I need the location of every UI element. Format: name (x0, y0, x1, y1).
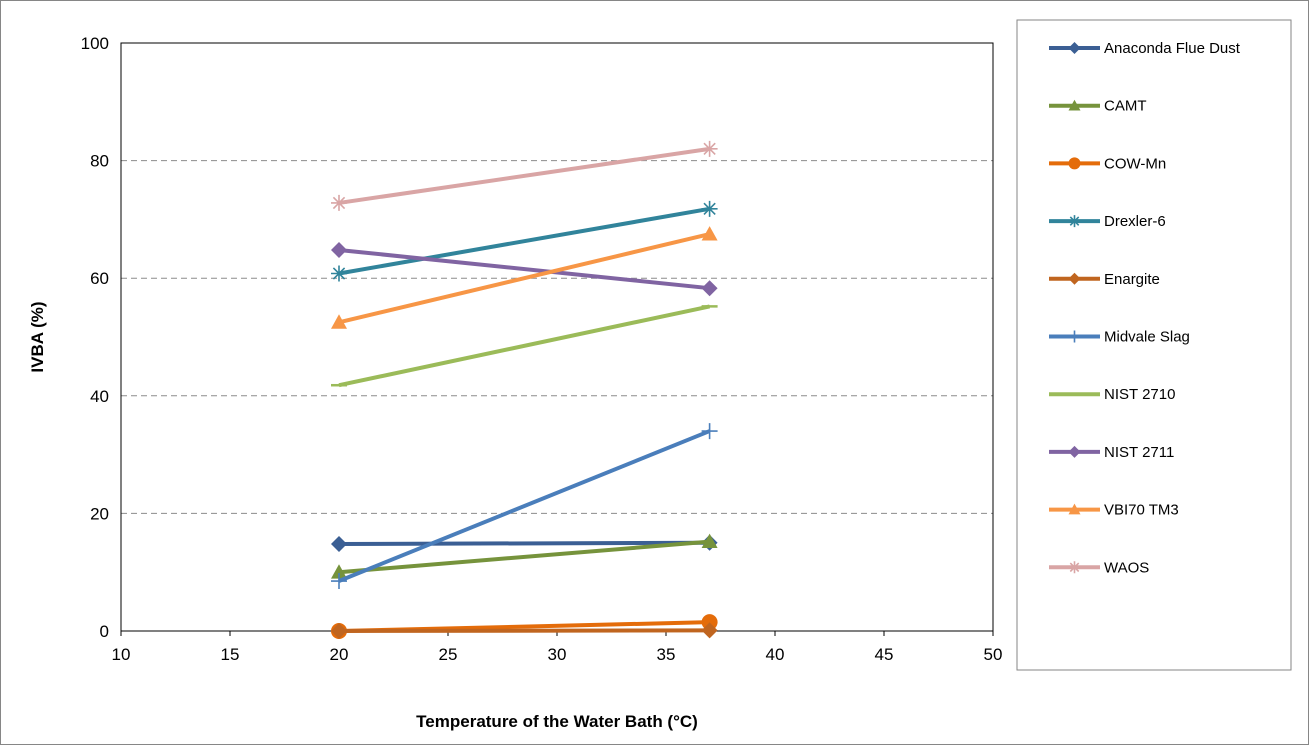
series (331, 304, 718, 388)
series (331, 200, 718, 282)
series-group (331, 140, 718, 639)
legend-entry: NIST 2710 (1049, 386, 1175, 403)
series (331, 533, 718, 579)
data-point (1068, 157, 1081, 170)
data-point (331, 241, 347, 258)
series (331, 614, 718, 639)
data-point (701, 140, 718, 157)
data-point (1068, 215, 1081, 228)
series-line (338, 146, 710, 205)
y-tick-label: 80 (90, 152, 109, 171)
x-tick-label: 45 (875, 645, 894, 664)
data-point (1068, 99, 1081, 111)
x-tick-label: 10 (112, 645, 131, 664)
legend-label: COW-Mn (1104, 155, 1166, 172)
x-tick-label: 40 (766, 645, 785, 664)
series-line (338, 247, 710, 291)
legend-entry: WAOS (1049, 559, 1149, 576)
legend-entry: Midvale Slag (1049, 329, 1190, 346)
x-tick-label: 15 (221, 645, 240, 664)
series-line (338, 304, 711, 388)
legend-label: WAOS (1104, 559, 1149, 576)
data-point (1068, 272, 1081, 285)
series-line (338, 206, 710, 276)
data-point (331, 564, 347, 579)
legend-entry: COW-Mn (1049, 155, 1166, 172)
series-line (338, 539, 710, 575)
legend-entry: Anaconda Flue Dust (1049, 40, 1241, 57)
x-tick-label: 50 (984, 645, 1003, 664)
legend-label: CAMT (1104, 98, 1147, 115)
series-line (338, 232, 711, 325)
data-point (331, 623, 347, 639)
data-point (331, 535, 347, 552)
y-axis-title: IVBA (%) (28, 301, 47, 372)
data-point (331, 314, 347, 329)
y-tick-label: 100 (81, 34, 109, 53)
data-point (1068, 42, 1081, 54)
data-point (701, 614, 718, 631)
y-tick-label: 20 (90, 504, 109, 523)
series (331, 622, 718, 639)
legend-label: NIST 2711 (1104, 444, 1174, 461)
legend-entry: Drexler-6 (1049, 213, 1166, 230)
data-point (1068, 561, 1081, 574)
legend-entry: CAMT (1049, 98, 1147, 115)
data-point (331, 573, 347, 590)
tick-labels: 0 20 40 60 80 100 10 15 20 25 30 35 40 45 50 (81, 34, 1003, 664)
data-point (1068, 330, 1081, 343)
y-tick-label: 0 (100, 622, 109, 641)
legend-label: VBI70 TM3 (1104, 502, 1179, 519)
legend-label: Midvale Slag (1104, 329, 1190, 346)
data-point (701, 280, 718, 297)
series (331, 423, 718, 590)
y-tick-label: 40 (90, 387, 109, 406)
gridlines (121, 160, 993, 514)
data-point (701, 423, 718, 440)
legend-label: Enargite (1104, 271, 1160, 288)
x-tick-label: 30 (548, 645, 567, 664)
data-point (701, 200, 718, 217)
legend-entries: Anaconda Flue Dust CAMT COW-Mn Drexler-6 Ena… (1049, 40, 1241, 576)
legend-label: Drexler-6 (1104, 213, 1166, 230)
data-point (701, 226, 718, 241)
series (331, 241, 718, 297)
legend-entry: VBI70 TM3 (1049, 502, 1179, 519)
x-tick-label: 20 (330, 645, 349, 664)
legend (1016, 19, 1292, 671)
legend-entry: Enargite (1049, 271, 1160, 288)
series-line (338, 429, 711, 583)
legend-label: NIST 2710 (1104, 386, 1175, 403)
series-line (338, 540, 710, 546)
series (331, 140, 718, 211)
data-point (1068, 503, 1081, 515)
series (331, 534, 718, 552)
legend-label: Anaconda Flue Dust (1104, 40, 1241, 57)
x-tick-label: 25 (439, 645, 458, 664)
data-point (701, 533, 718, 549)
x-axis-title: Temperature of the Water Bath (°C) (416, 712, 698, 731)
data-point (331, 194, 347, 211)
x-tick-label: 35 (657, 645, 676, 664)
data-point (331, 265, 347, 282)
legend-entry: NIST 2711 (1049, 444, 1174, 461)
series (331, 226, 718, 329)
data-point (1068, 445, 1081, 458)
data-point (701, 622, 718, 639)
y-tick-label: 60 (90, 269, 109, 288)
series-line (338, 628, 710, 633)
